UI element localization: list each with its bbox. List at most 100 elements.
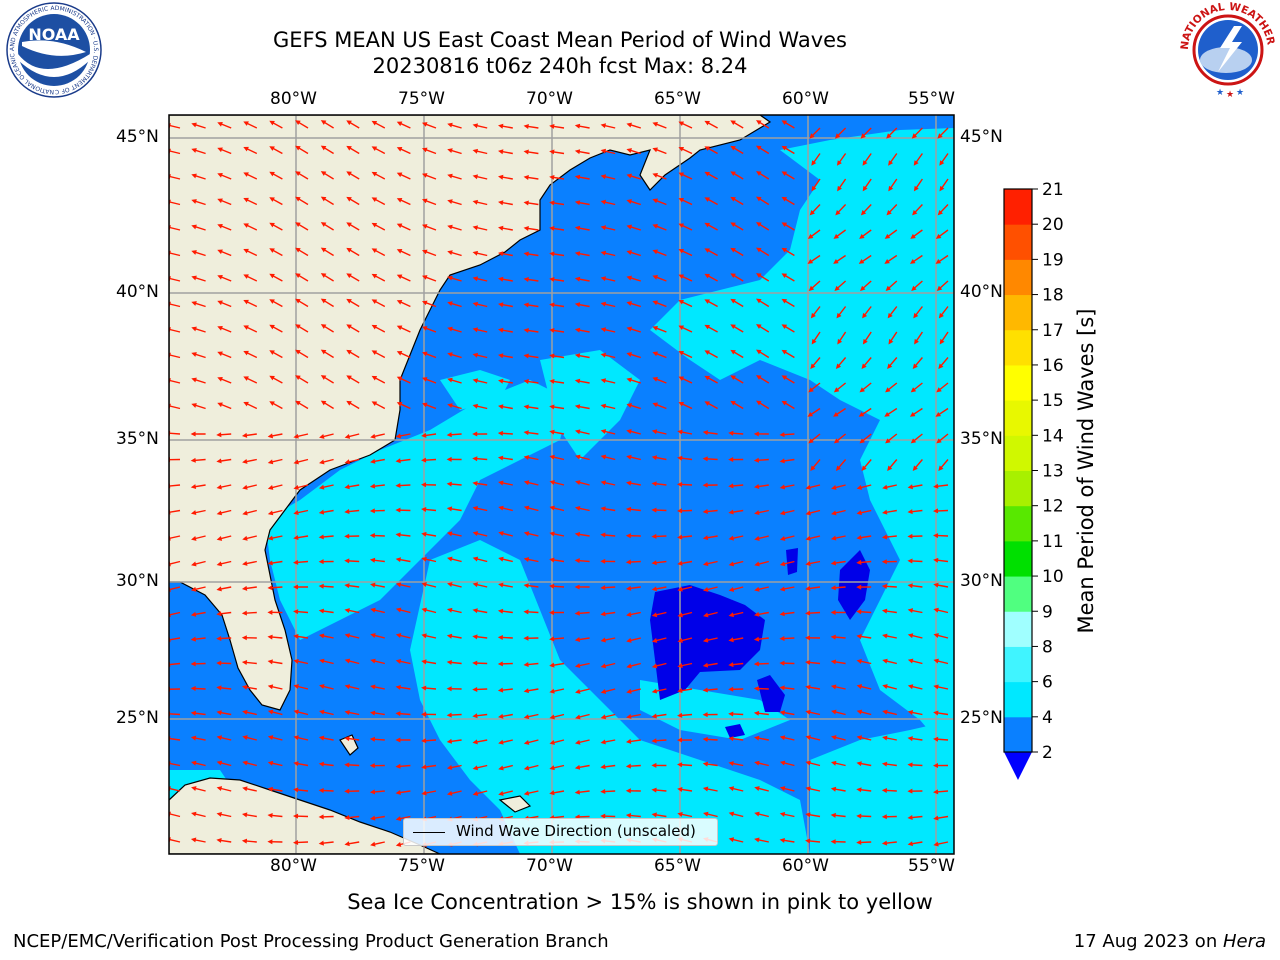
wave-direction-arrowhead [756,222,762,227]
wave-direction-arrowhead [216,760,223,766]
colorbar-tick-label: 16 [1042,356,1064,376]
wave-direction-arrowhead [395,607,402,613]
wave-direction-arrowhead [702,786,709,792]
wave-direction-arrowhead [836,312,842,319]
wave-direction-arrowhead [907,558,913,564]
wave-direction-arrowhead [933,533,939,539]
wave-direction-arrowhead [730,273,736,279]
wave-direction-arrowhead [833,411,839,417]
wave-direction-arrowhead [728,457,734,463]
wave-direction-arrowhead [447,556,453,562]
wave-direction-arrowhead [344,608,350,614]
wave-direction-arrowhead [779,685,785,691]
wave-direction-arrowhead [856,634,862,639]
wave-direction-arrowhead [447,250,453,256]
wave-direction-arrowhead [728,587,735,592]
wave-direction-arrowhead [320,247,327,253]
wave-direction-arrowhead [498,149,504,155]
wave-direction-arrowhead [887,363,893,369]
wave-direction-arrowhead [861,363,867,369]
wave-direction-arrowhead [447,790,453,796]
lat-label-left: 40°N [116,282,159,302]
wave-direction-arrowhead [837,338,843,345]
wave-direction-arrowhead [574,764,581,770]
wave-direction-arrowhead [856,510,862,516]
wave-direction-arrowhead [293,584,299,590]
wave-direction-arrowhead [344,788,350,794]
wave-direction-arrowhead [446,607,453,613]
wave-direction-arrowhead [652,377,658,382]
wave-direction-arrowhead [939,185,945,192]
lat-label-right: 35°N [960,429,1003,449]
wave-direction-arrowhead [472,123,479,129]
lat-label-left: 25°N [116,708,159,728]
wave-direction-arrowhead [269,273,275,279]
wave-direction-arrowhead [600,764,606,770]
colorbar-cell [1004,716,1032,753]
wave-direction-arrowhead [728,612,735,618]
wave-direction-arrowhead [856,535,862,541]
wave-direction-arrowhead [472,174,479,180]
wave-direction-arrowhead [781,375,788,381]
wave-direction-arrowhead [549,765,555,771]
wave-direction-arrowhead [447,148,453,154]
wave-direction-arrowhead [830,659,837,665]
wave-direction-arrowhead [728,662,734,668]
wave-direction-arrowhead [295,171,301,176]
wave-direction-arrowhead [600,611,606,617]
wave-direction-arrowhead [169,637,171,643]
wave-direction-arrowhead [497,430,503,436]
wave-direction-arrowhead [191,301,197,306]
wave-direction-arrowhead [881,608,888,614]
wave-direction-arrowhead [472,327,479,333]
wave-direction-arrowhead [728,736,734,742]
wave-direction-arrowhead [344,762,350,768]
wave-direction-arrowhead [805,635,811,641]
wave-direction-arrowhead [293,609,299,615]
wave-direction-arrowhead [472,531,479,537]
wave-direction-arrowhead [779,710,785,716]
wave-direction-arrowhead [269,299,275,304]
nws-logo: NATIONAL WEATHER SERVICE ★ ★ ★ [1176,0,1277,98]
wave-direction-arrowhead [216,837,222,843]
wave-direction-arrowhead [704,273,711,279]
wave-direction-arrowhead [835,363,842,369]
wave-direction-arrowhead [371,197,378,202]
wave-direction-arrowhead [781,400,788,406]
wave-direction-arrowhead [447,122,453,128]
wave-direction-arrowhead [913,160,919,166]
wave-direction-arrowhead [523,200,529,206]
wave-direction-arrowhead [651,507,657,513]
wave-direction-arrowhead [809,133,815,139]
wave-direction-arrowhead [652,326,658,331]
chart-subtitle: 20230816 t06z 240h fcst Max: 8.24 [372,54,748,78]
wave-direction-arrowhead [447,326,453,332]
lon-label-top: 55°W [908,89,955,109]
wave-direction-arrowhead [421,685,427,691]
wave-direction-arrowhead [523,765,530,771]
colorbar-cell [1004,189,1032,225]
wave-direction-arrowhead [626,480,632,486]
wave-direction-arrowhead [600,739,606,745]
wave-direction-arrowhead [704,324,711,330]
wave-direction-arrowhead [907,814,913,820]
wave-direction-arrowhead [910,233,916,239]
wave-direction-arrowhead [549,200,555,206]
wave-direction-arrowhead [779,660,785,666]
footer-date-text: 17 Aug 2023 on [1073,931,1223,952]
wave-direction-arrowhead [446,481,452,487]
wave-direction-arrowhead [574,739,581,745]
wave-direction-arrowhead [396,402,403,407]
wave-direction-arrowhead [217,402,223,408]
lon-label-bottom: 65°W [654,856,701,876]
wave-direction-arrowhead [575,714,581,720]
wave-direction-arrowhead [912,210,918,216]
lon-label-bottom: 80°W [270,856,317,876]
wave-direction-arrowhead [935,411,942,417]
wave-direction-arrowhead [756,375,762,380]
lon-label-top: 60°W [782,89,829,109]
wave-direction-arrowhead [498,404,504,410]
wave-direction-arrowhead [909,411,916,417]
wave-direction-arrowhead [421,790,427,796]
wave-direction-arrowhead [370,607,376,613]
